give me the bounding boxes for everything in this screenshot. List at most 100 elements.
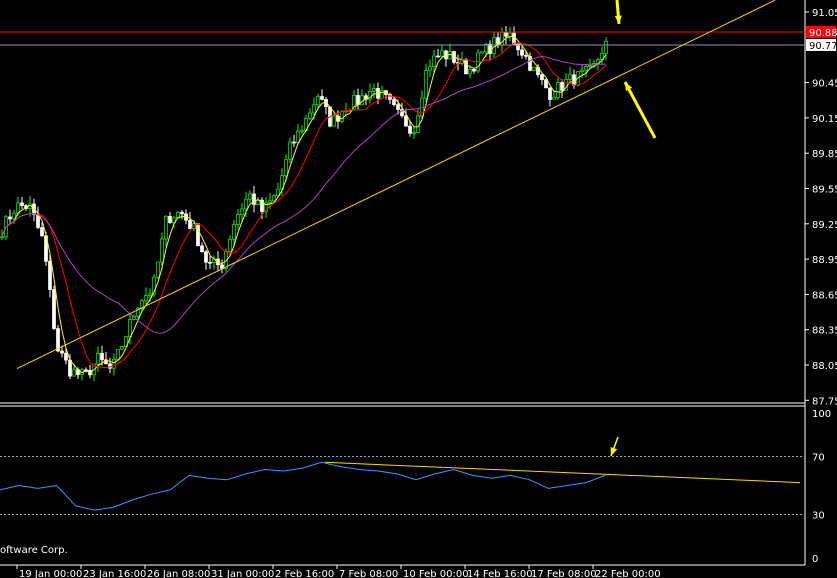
candle — [484, 43, 488, 53]
candle — [268, 200, 272, 204]
candle — [396, 104, 400, 110]
candle — [472, 68, 476, 72]
candle — [240, 208, 244, 215]
candle — [532, 66, 536, 71]
candle — [40, 227, 44, 237]
candle — [520, 49, 524, 56]
candle — [284, 158, 288, 176]
candle — [524, 54, 528, 57]
time-tick-label: 26 Jan 08:00 — [147, 569, 210, 578]
candle — [248, 193, 252, 200]
candle — [152, 276, 156, 295]
time-tick-label: 31 Jan 00:00 — [211, 569, 274, 578]
candle — [260, 199, 264, 212]
candle — [108, 363, 112, 369]
candle — [276, 188, 280, 197]
candle — [580, 69, 584, 72]
candle — [228, 239, 232, 252]
price-tick-label: 87.75 — [812, 396, 837, 407]
candle — [516, 43, 520, 51]
candle — [140, 300, 144, 309]
candle — [440, 50, 444, 57]
time-tick-label: 2 Feb 16:00 — [275, 569, 334, 578]
candle — [540, 74, 544, 81]
moving-average-line — [1, 55, 607, 334]
candle — [572, 74, 576, 86]
candle — [604, 41, 608, 54]
candle — [512, 32, 516, 45]
candle — [436, 55, 440, 58]
candle — [160, 238, 164, 263]
candle — [172, 217, 176, 224]
candle — [256, 199, 260, 205]
candle — [100, 352, 104, 361]
oscillator-trendline — [324, 461, 801, 484]
candle — [336, 115, 340, 122]
price-tick-label: 88.35 — [812, 326, 837, 337]
candle — [60, 350, 64, 354]
candle — [332, 115, 336, 127]
price-tick-label: 89.55 — [812, 185, 837, 196]
moving-average-line — [1, 35, 607, 374]
candle — [560, 82, 564, 91]
oscillator-tick-label: 100 — [812, 409, 831, 420]
candle — [544, 79, 548, 89]
time-tick-label: 7 Feb 08:00 — [339, 569, 398, 578]
time-tick-label: 14 Feb 16:00 — [467, 569, 533, 578]
candle — [476, 52, 480, 72]
copyright-text: oftware Corp. — [0, 545, 68, 556]
candle — [72, 369, 76, 377]
time-tick-label: 10 Feb 00:00 — [403, 569, 469, 578]
candle — [528, 55, 532, 71]
candle — [68, 359, 72, 377]
price-label: 90.77 — [809, 41, 837, 52]
trendline — [16, 0, 776, 369]
price-tick-label: 88.95 — [812, 255, 837, 266]
time-tick-label: 23 Jan 16:00 — [83, 569, 146, 578]
candle — [52, 289, 56, 329]
candle — [552, 97, 556, 100]
candle — [408, 125, 412, 134]
candle — [432, 55, 436, 67]
moving-average-line — [1, 42, 607, 369]
candle — [404, 115, 408, 127]
candle — [464, 59, 468, 75]
candle — [292, 141, 296, 144]
candle — [120, 346, 124, 350]
candle — [588, 65, 592, 67]
candle — [244, 198, 248, 210]
candle — [144, 295, 148, 302]
candle — [428, 66, 432, 71]
time-tick-label: 19 Jan 00:00 — [19, 569, 82, 578]
candle — [116, 348, 120, 360]
candle — [356, 94, 360, 105]
candle — [368, 90, 372, 100]
candle — [8, 216, 12, 220]
candle — [300, 130, 304, 133]
candle — [264, 202, 268, 212]
candle — [272, 195, 276, 202]
candle — [392, 99, 396, 105]
price-tick-label: 91.05 — [812, 8, 837, 19]
candle — [128, 319, 132, 338]
candle — [164, 215, 168, 240]
candle — [96, 352, 100, 365]
candle — [556, 82, 560, 98]
candle — [32, 203, 36, 215]
price-label: 90.88 — [809, 28, 837, 39]
candle — [124, 336, 128, 347]
candle — [136, 308, 140, 317]
candle — [504, 31, 508, 37]
candle — [316, 96, 320, 106]
candle — [12, 212, 16, 220]
oscillator-tick-label: 70 — [812, 453, 825, 464]
candle — [188, 219, 192, 229]
candle — [308, 112, 312, 119]
price-tick-label: 88.65 — [812, 290, 837, 301]
candle — [112, 359, 116, 369]
candle — [340, 111, 344, 122]
candle — [204, 251, 208, 263]
candle — [400, 109, 404, 117]
